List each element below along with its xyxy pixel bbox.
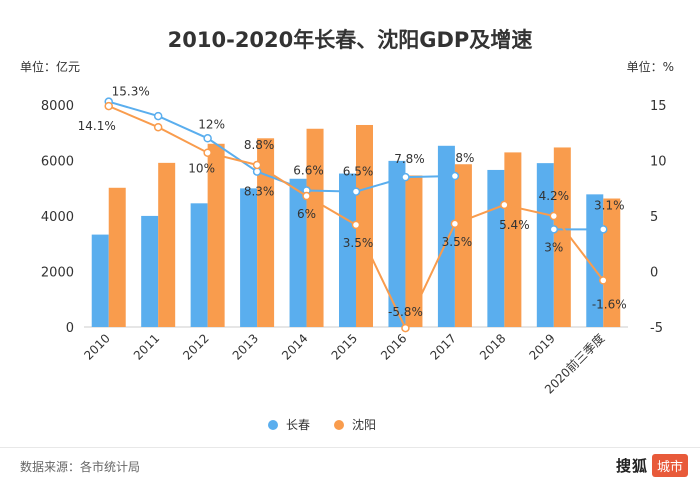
growth-changchun-label: 6.6% bbox=[293, 163, 324, 177]
growth-shenyang-label: 8.8% bbox=[244, 138, 275, 152]
growth-changchun-point bbox=[401, 172, 410, 182]
bar-changchun bbox=[141, 215, 159, 327]
y-left-tick-label: 8000 bbox=[41, 99, 74, 114]
growth-shenyang-point bbox=[549, 211, 559, 221]
y-left-tick-label: 6000 bbox=[41, 155, 74, 170]
growth-changchun-label: 3% bbox=[544, 240, 563, 254]
legend-changchun[interactable]: 长春 bbox=[268, 416, 310, 433]
growth-shenyang-label: 3.5% bbox=[343, 236, 374, 250]
growth-shenyang-label: 3.5% bbox=[442, 235, 473, 249]
x-tick-label: 2016 bbox=[378, 331, 409, 362]
growth-shenyang-point bbox=[450, 219, 460, 229]
growth-changchun-label: 15.3% bbox=[112, 85, 150, 99]
x-tick-label: 2015 bbox=[329, 331, 360, 362]
y-right-tick-label: 0 bbox=[650, 266, 658, 281]
bar-changchun bbox=[388, 160, 406, 327]
brand-city: 城市 bbox=[651, 454, 688, 477]
bar-shenyang bbox=[504, 152, 522, 327]
growth-shenyang-label: 14.1% bbox=[78, 119, 116, 133]
y-left-tick-label: 2000 bbox=[41, 266, 74, 281]
growth-shenyang-label: 6% bbox=[297, 207, 316, 221]
bar-shenyang bbox=[257, 138, 275, 327]
legend-changchun-dot bbox=[268, 419, 278, 430]
growth-shenyang-point bbox=[500, 200, 509, 210]
growth-shenyang-point bbox=[302, 191, 311, 201]
growth-shenyang-point bbox=[252, 160, 262, 170]
bar-changchun bbox=[289, 178, 307, 327]
bar-changchun bbox=[437, 145, 455, 327]
x-tick-label: 2017 bbox=[428, 331, 459, 362]
bar-shenyang bbox=[405, 175, 423, 327]
bar-changchun bbox=[240, 188, 258, 327]
x-tick-label: 2012 bbox=[180, 331, 211, 362]
x-tick-label: 2018 bbox=[477, 331, 508, 362]
brand-logo[interactable]: 搜狐 城市 bbox=[616, 454, 688, 477]
growth-changchun-label: 7.8% bbox=[394, 152, 425, 166]
growth-changchun-label: 6.5% bbox=[343, 165, 374, 179]
bar-changchun bbox=[91, 234, 109, 327]
legend-shenyang-label: 沈阳 bbox=[352, 418, 377, 432]
chart-title: 2010-2020年长春、沈阳GDP及增速 bbox=[167, 28, 533, 52]
bar-changchun bbox=[586, 194, 604, 327]
growth-shenyang-point bbox=[153, 122, 163, 132]
growth-changchun-point bbox=[153, 111, 163, 121]
legend-shenyang-dot bbox=[334, 419, 344, 430]
bar-shenyang bbox=[603, 198, 621, 327]
bar-changchun bbox=[190, 203, 208, 327]
growth-shenyang-label: 5.4% bbox=[499, 218, 530, 232]
right-axis-unit: 单位：% bbox=[626, 60, 674, 74]
growth-shenyang-point bbox=[599, 276, 608, 285]
growth-changchun-label: 8% bbox=[455, 151, 474, 165]
y-right-tick-label: -5 bbox=[650, 321, 663, 336]
growth-shenyang-point bbox=[104, 101, 113, 111]
growth-shenyang-point bbox=[401, 323, 410, 333]
growth-shenyang-label: -1.6% bbox=[592, 297, 627, 311]
x-tick-label: 2019 bbox=[526, 331, 557, 362]
bar-changchun bbox=[339, 173, 356, 327]
growth-changchun-point bbox=[450, 171, 460, 181]
x-tick-label: 2010 bbox=[81, 331, 112, 362]
bar-changchun bbox=[487, 169, 505, 327]
growth-changchun-label: 8.3% bbox=[244, 185, 275, 199]
y-left-tick-label: 0 bbox=[66, 321, 74, 336]
x-tick-label: 2014 bbox=[279, 331, 310, 362]
footer-divider bbox=[0, 447, 700, 448]
x-tick-label: 2013 bbox=[230, 331, 261, 362]
bar-shenyang bbox=[356, 124, 373, 327]
y-right-tick-label: 10 bbox=[650, 155, 667, 170]
growth-shenyang-label: 4.2% bbox=[539, 189, 570, 203]
left-axis-unit: 单位：亿元 bbox=[20, 60, 81, 74]
growth-changchun-label: 3.1% bbox=[594, 198, 625, 212]
bar-shenyang bbox=[158, 162, 176, 327]
bar-shenyang bbox=[306, 128, 324, 327]
growth-changchun-point bbox=[351, 187, 361, 196]
growth-shenyang-point bbox=[351, 220, 361, 230]
growth-changchun-point bbox=[203, 134, 212, 143]
growth-changchun-point bbox=[549, 225, 559, 234]
bar-shenyang bbox=[207, 143, 225, 327]
growth-shenyang-label: -5.8% bbox=[388, 305, 423, 319]
brand-sohu: 搜狐 bbox=[615, 457, 648, 475]
legend-shenyang[interactable]: 沈阳 bbox=[334, 416, 376, 433]
bar-shenyang bbox=[108, 187, 126, 327]
y-right-tick-label: 5 bbox=[650, 210, 658, 225]
x-tick-label: 2011 bbox=[131, 331, 162, 362]
legend-changchun-label: 长春 bbox=[286, 418, 311, 432]
data-source: 数据来源：各市统计局 bbox=[20, 460, 141, 474]
y-right-tick-label: 15 bbox=[650, 99, 667, 114]
growth-changchun-label: 12% bbox=[198, 117, 225, 131]
growth-changchun-point bbox=[599, 225, 608, 234]
bar-shenyang bbox=[454, 164, 472, 327]
y-left-tick-label: 4000 bbox=[41, 210, 74, 225]
bar-shenyang bbox=[553, 147, 571, 327]
bar-changchun bbox=[536, 163, 554, 327]
growth-shenyang-label: 10% bbox=[188, 162, 215, 176]
growth-shenyang-point bbox=[203, 148, 212, 157]
